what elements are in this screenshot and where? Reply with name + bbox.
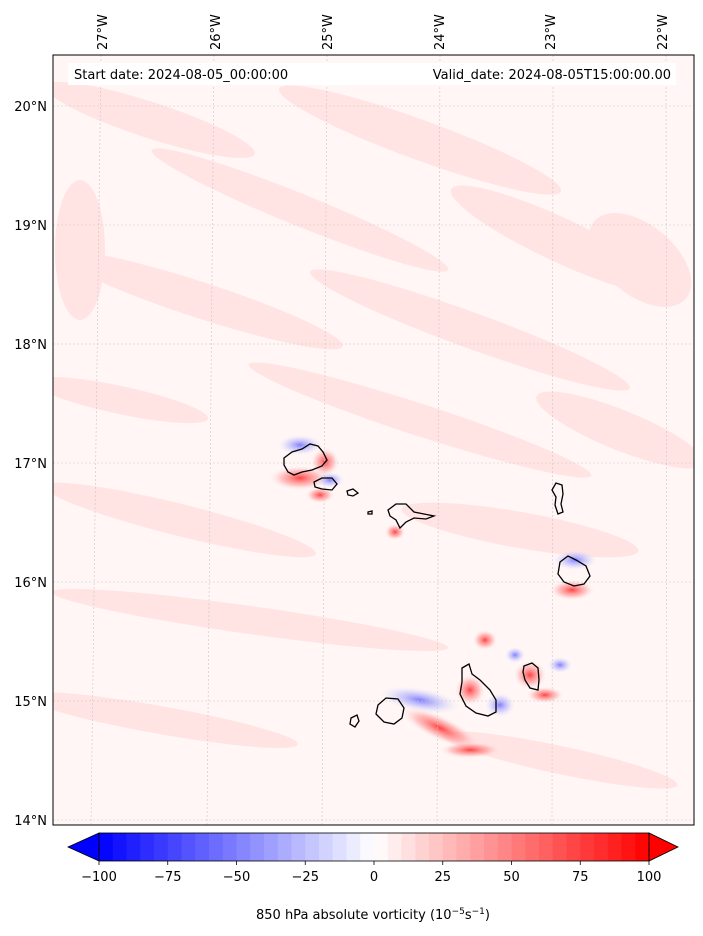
island-santiago bbox=[459, 663, 497, 717]
colorbar-step bbox=[511, 833, 526, 861]
island-santo-antao bbox=[283, 443, 328, 476]
valid-date-label: Valid_date: 2024-08-05T15:00:00.00 bbox=[433, 68, 671, 83]
island-sal bbox=[551, 482, 564, 515]
colorbar-step bbox=[167, 833, 183, 861]
colorbar-step bbox=[277, 833, 293, 861]
longitude-ticks: 27°W 26°W 25°W 24°W 23°W 22°W bbox=[96, 14, 671, 50]
lon-tick-27w: 27°W bbox=[96, 14, 111, 50]
colorbar-tick-label: 0 bbox=[370, 870, 378, 885]
island-brava bbox=[349, 714, 360, 728]
colorbar-step bbox=[222, 833, 238, 861]
colorbar-step bbox=[566, 833, 581, 861]
colorbar-tick-label: −75 bbox=[154, 870, 181, 885]
colorbar-steps bbox=[99, 833, 650, 861]
vorticity-field bbox=[53, 55, 694, 825]
coastlines bbox=[283, 443, 591, 728]
colorbar-step bbox=[126, 833, 141, 861]
island-islet bbox=[367, 510, 373, 515]
colorbar-tick-label: −100 bbox=[81, 870, 117, 885]
colorbar-tick-label: 25 bbox=[434, 870, 451, 885]
gridlines bbox=[53, 55, 694, 825]
colorbar-step bbox=[140, 833, 155, 861]
colorbar-step bbox=[332, 833, 348, 861]
colorbar-step bbox=[250, 833, 265, 861]
colorbar-step bbox=[360, 833, 375, 861]
colorbar-ticks: −100 −75 −50 −25 0 25 50 75 100 bbox=[81, 861, 661, 885]
lon-tick-22w: 22°W bbox=[656, 14, 671, 50]
colorbar-label: 850 hPa absolute vorticity (10−5s−1) bbox=[256, 907, 490, 923]
lat-tick-17n: 17°N bbox=[14, 457, 47, 472]
colorbar-step bbox=[346, 833, 361, 861]
map-background bbox=[53, 55, 694, 825]
colorbar-tick-label: 100 bbox=[637, 870, 662, 885]
island-boa-vista bbox=[557, 555, 591, 587]
colorbar-step bbox=[305, 833, 320, 861]
colorbar-step bbox=[525, 833, 540, 861]
island-santa-luzia bbox=[346, 488, 360, 497]
colorbar-step bbox=[594, 833, 609, 861]
colorbar-step bbox=[456, 833, 471, 861]
colorbar-step bbox=[374, 833, 389, 861]
island-maio bbox=[522, 662, 540, 691]
colorbar-step bbox=[470, 833, 485, 861]
map-frame bbox=[52, 54, 695, 826]
colorbar-step bbox=[607, 833, 623, 861]
lat-tick-18n: 18°N bbox=[14, 338, 47, 353]
lat-tick-19n: 19°N bbox=[14, 219, 47, 234]
colorbar-step bbox=[236, 833, 251, 861]
info-band-background bbox=[68, 63, 676, 85]
island-fogo bbox=[375, 697, 405, 725]
lat-tick-16n: 16°N bbox=[14, 576, 47, 591]
lat-tick-14n: 14°N bbox=[14, 814, 47, 829]
island-sao-nicolau bbox=[387, 503, 437, 530]
colorbar-step bbox=[635, 833, 650, 861]
colorbar-step bbox=[401, 833, 416, 861]
colorbar-step bbox=[195, 833, 210, 861]
lat-tick-20n: 20°N bbox=[14, 100, 47, 115]
colorbar-step bbox=[497, 833, 513, 861]
colorbar-step bbox=[387, 833, 403, 861]
colorbar-step bbox=[429, 833, 444, 861]
start-date-label: Start date: 2024-08-05_00:00:00 bbox=[74, 68, 288, 83]
colorbar-high-extension bbox=[648, 832, 679, 862]
colorbar: −100 −75 −50 −25 0 25 50 75 100 850 hPa absolute… bbox=[67, 832, 679, 923]
latitude-ticks: 20°N 19°N 18°N 17°N 16°N 15°N 14°N bbox=[14, 100, 47, 829]
lon-tick-25w: 25°W bbox=[321, 14, 336, 50]
colorbar-step bbox=[484, 833, 499, 861]
colorbar-tick-label: 50 bbox=[503, 870, 520, 885]
colorbar-step bbox=[319, 833, 334, 861]
colorbar-step bbox=[181, 833, 196, 861]
map-panel bbox=[52, 54, 695, 826]
colorbar-tick-label: −50 bbox=[223, 870, 250, 885]
island-sao-vicente bbox=[313, 477, 338, 491]
colorbar-step bbox=[415, 833, 430, 861]
colorbar-step bbox=[291, 833, 306, 861]
lon-tick-26w: 26°W bbox=[209, 14, 224, 50]
colorbar-step bbox=[112, 833, 128, 861]
colorbar-step bbox=[552, 833, 568, 861]
colorbar-step bbox=[264, 833, 279, 861]
lon-tick-23w: 23°W bbox=[544, 14, 559, 50]
colorbar-tick-label: 75 bbox=[572, 870, 589, 885]
colorbar-step bbox=[580, 833, 595, 861]
colorbar-low-extension bbox=[67, 832, 100, 862]
background-streaks bbox=[53, 81, 694, 789]
colorbar-step bbox=[442, 833, 458, 861]
colorbar-step bbox=[209, 833, 224, 861]
colorbar-step bbox=[99, 833, 114, 861]
info-band: Start date: 2024-08-05_00:00:00 Valid_da… bbox=[68, 63, 676, 85]
colorbar-tick-label: −25 bbox=[292, 870, 319, 885]
colorbar-step bbox=[154, 833, 169, 861]
lat-tick-15n: 15°N bbox=[14, 695, 47, 710]
colorbar-step bbox=[539, 833, 554, 861]
colorbar-step bbox=[621, 833, 636, 861]
lon-tick-24w: 24°W bbox=[433, 14, 448, 50]
